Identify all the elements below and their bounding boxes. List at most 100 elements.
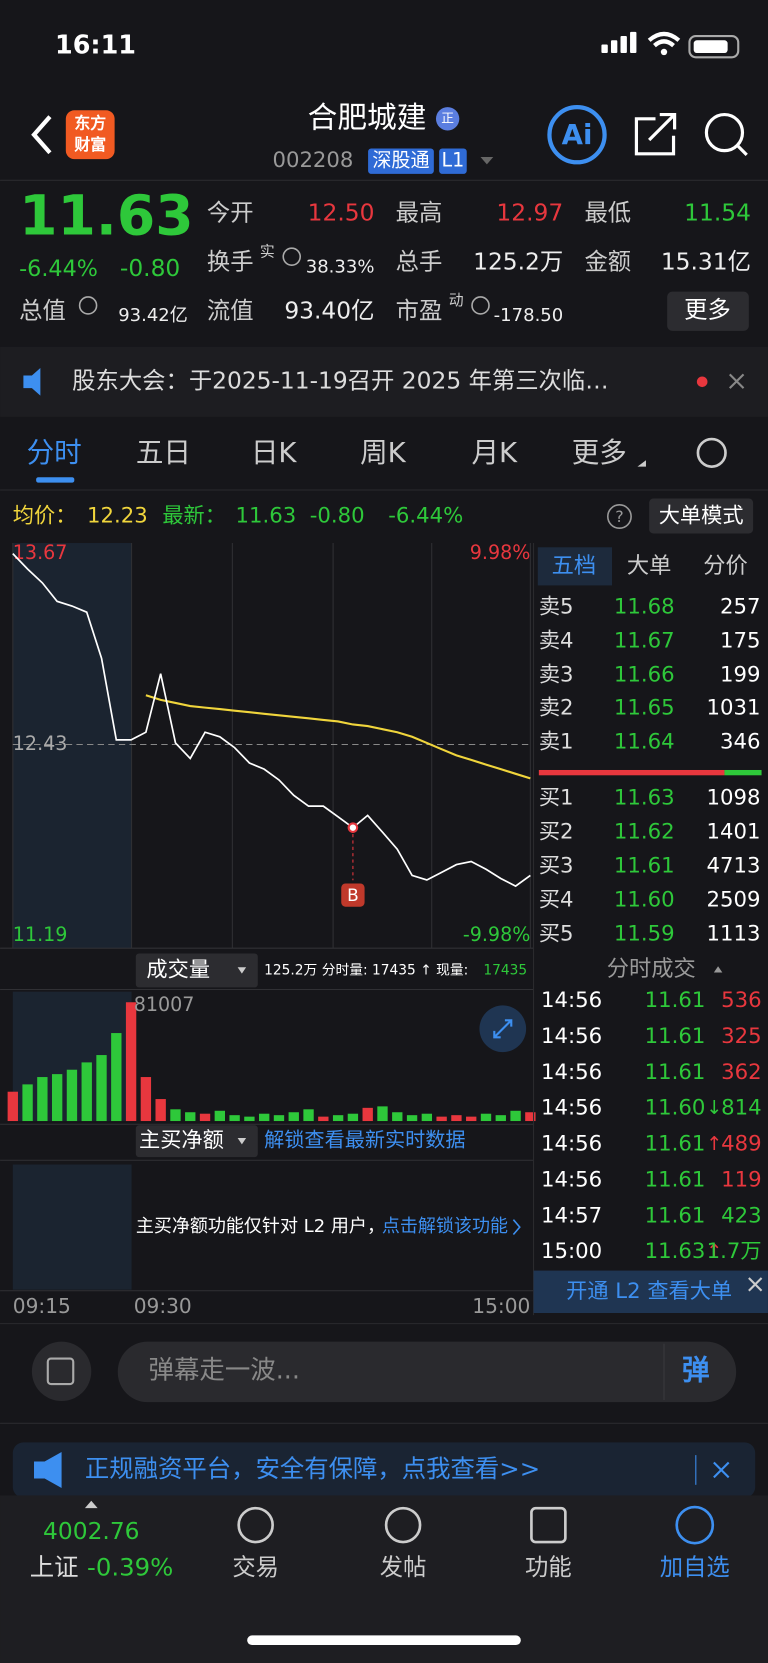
market-tag-text: 深股通 <box>372 149 429 172</box>
volume-button[interactable] <box>135 953 258 988</box>
unlock-link[interactable]: 解锁查看最新实时数据 <box>264 1128 465 1152</box>
ad-banner[interactable] <box>12 1442 756 1498</box>
book-volume: 1098 <box>707 786 761 811</box>
volume-bar <box>51 1074 63 1122</box>
book-tab[interactable]: 五档 <box>552 553 597 579</box>
tab[interactable]: 五日 <box>136 436 191 469</box>
book-price: 11.66 <box>614 663 675 688</box>
avg-line <box>145 694 531 780</box>
volume-bar <box>406 1115 418 1122</box>
search-icon[interactable] <box>704 112 745 153</box>
nav-icon <box>530 1506 567 1544</box>
latest-label: 最新： <box>162 504 226 529</box>
trade-volume: 119 <box>721 1167 761 1192</box>
ad-close[interactable] <box>713 1461 730 1479</box>
stat-value: 125.2万 <box>473 248 563 276</box>
book-label: 买4 <box>539 887 574 912</box>
volume-bar <box>273 1115 285 1122</box>
book-volume: 175 <box>720 629 760 654</box>
trade-time: 15:00 <box>541 1239 602 1264</box>
index-value: 4002.76 <box>43 1517 139 1545</box>
book-tab[interactable]: 分价 <box>703 553 748 579</box>
volume-bar <box>525 1112 536 1122</box>
stat-label: 流值 <box>207 296 254 324</box>
comment-toggle[interactable] <box>31 1341 92 1402</box>
book-label: 买1 <box>539 786 574 811</box>
signal-bar <box>601 44 608 54</box>
l2-close[interactable] <box>748 1277 763 1292</box>
more-text[interactable]: 更多 <box>684 295 731 323</box>
speaker-icon <box>23 368 41 396</box>
stat-value: 11.54 <box>684 199 751 227</box>
market-tag <box>368 148 434 174</box>
level-tag <box>439 148 467 174</box>
tab[interactable]: 分时 <box>27 436 82 469</box>
marker-dot <box>347 822 359 833</box>
tab-active-bg <box>537 547 613 586</box>
bottom-nav <box>0 1495 768 1663</box>
trade-volume: 423 <box>721 1203 761 1228</box>
auction-zone <box>12 543 132 949</box>
notice-bg <box>0 346 768 417</box>
stat-sup: 动 <box>449 292 464 309</box>
danmaku-button[interactable]: 弹 <box>682 1353 710 1386</box>
signal-bar <box>630 31 637 54</box>
tab[interactable]: 周K <box>360 436 407 469</box>
volume-bar <box>140 1077 152 1122</box>
home-indicator <box>247 1635 521 1645</box>
tab[interactable]: 日K <box>251 436 298 469</box>
mode-button[interactable] <box>649 498 754 534</box>
ask-ratio <box>724 769 762 776</box>
net-button-text[interactable]: 主买净额 <box>139 1128 224 1153</box>
trade-price: 11.61 <box>645 1024 706 1049</box>
tab[interactable]: 月K <box>471 436 518 469</box>
notice-dot <box>696 376 708 388</box>
info-icon <box>471 296 490 315</box>
more-button[interactable] <box>667 291 749 331</box>
trade-price: 11.63 <box>645 1239 706 1264</box>
volume-bar <box>37 1077 48 1122</box>
x-tick-label: 15:00 <box>472 1294 530 1318</box>
nav-item[interactable]: 发帖 <box>380 1553 427 1581</box>
back-button[interactable] <box>31 115 52 155</box>
settings-icon[interactable] <box>696 437 727 468</box>
book-tab[interactable]: 大单 <box>627 553 672 579</box>
mode-text[interactable]: 大单模式 <box>659 504 744 529</box>
comment-input[interactable] <box>117 1341 737 1403</box>
trade-volume: 325 <box>721 1024 761 1049</box>
trade-time: 14:57 <box>541 1203 602 1228</box>
volume-bar <box>96 1055 107 1122</box>
nav-item[interactable]: 功能 <box>525 1553 572 1581</box>
book-price: 11.65 <box>614 695 675 720</box>
x-tick-label: 09:15 <box>13 1294 71 1318</box>
volume-bar <box>199 1113 211 1122</box>
avg-label: 均价： <box>13 504 77 529</box>
change-pct: -6.44% <box>19 256 98 282</box>
change: -0.80 <box>120 254 180 282</box>
volume-bar <box>451 1115 462 1122</box>
tab[interactable]: 更多 <box>572 436 627 469</box>
battery-level <box>693 40 728 54</box>
marker-label: B <box>347 885 359 905</box>
volume-button-text[interactable]: 成交量 <box>146 957 210 982</box>
index-pct: -0.39% <box>87 1553 173 1582</box>
l2-text[interactable]: 开通 L2 查看大单 <box>566 1279 732 1304</box>
comment-placeholder: 弹幕走一波... <box>149 1355 300 1385</box>
notice-close[interactable] <box>729 373 745 389</box>
ad-text[interactable]: 正规融资平台，安全有保障，点我查看>> <box>85 1454 540 1483</box>
book-price: 11.61 <box>614 853 675 878</box>
l2-banner[interactable] <box>533 1270 768 1314</box>
y-tick-label: 13.67 <box>13 541 68 564</box>
nav-item[interactable]: 加自选 <box>660 1553 730 1581</box>
stat-value: 12.97 <box>496 199 563 227</box>
unlock-link[interactable]: 点击解锁该功能 <box>382 1216 508 1237</box>
stat-sup: 实 <box>260 243 275 260</box>
volume-bar <box>288 1112 299 1122</box>
net-button[interactable] <box>135 1125 258 1158</box>
share-icon[interactable] <box>634 112 677 156</box>
nav-item[interactable]: 交易 <box>232 1553 279 1581</box>
ai-button[interactable] <box>547 104 607 165</box>
stat-value: -178.50 <box>494 305 564 326</box>
tab-underline <box>36 477 75 483</box>
